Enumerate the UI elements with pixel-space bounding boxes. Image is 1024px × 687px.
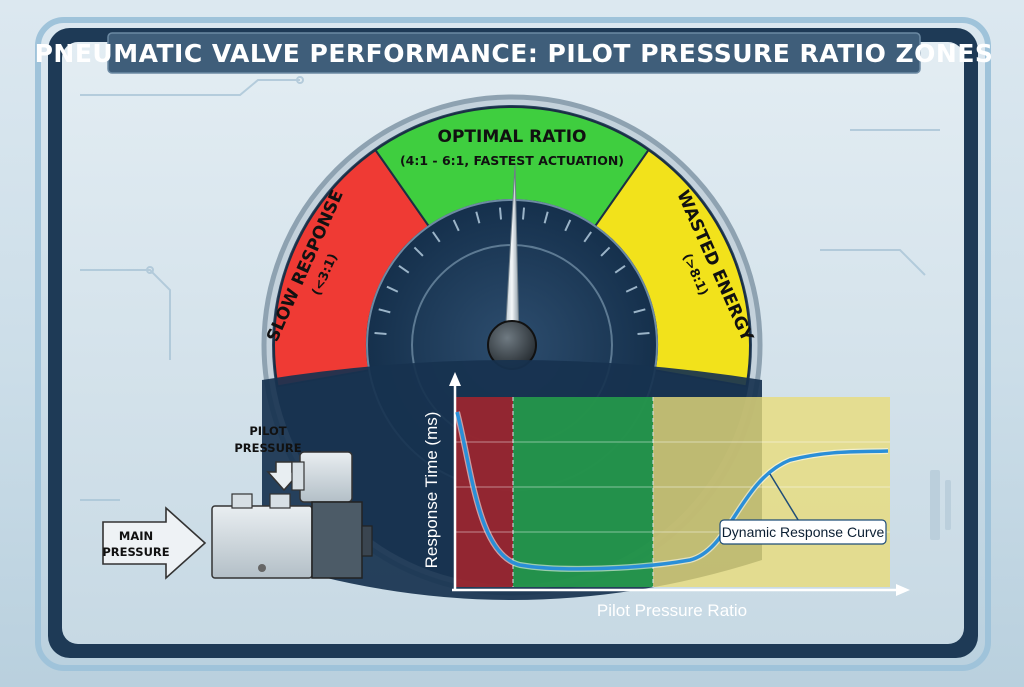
curve-callout-line xyxy=(769,473,801,524)
main-pressure-label-line1: MAIN xyxy=(119,529,153,543)
curve-callout-label: Dynamic Response Curve xyxy=(722,524,885,540)
outer-frame-glow xyxy=(35,17,991,671)
response-curve xyxy=(455,411,889,571)
main-pressure-arrow xyxy=(102,506,207,580)
page-title: PNEUMATIC VALVE PERFORMANCE: PILOT PRESS… xyxy=(35,39,994,68)
zone-optimal-title: OPTIMAL RATIO xyxy=(438,127,587,147)
valve-solenoid-connector xyxy=(291,461,305,491)
chart-x-axis-arrow xyxy=(896,584,910,596)
title-bar xyxy=(107,32,921,74)
valve-port-1 xyxy=(231,493,253,509)
zone-optimal-subtitle: (4:1 - 6:1, FASTEST ACTUATION) xyxy=(400,153,624,168)
valve-solenoid-coil xyxy=(299,451,353,503)
circuit-decoration xyxy=(80,76,940,501)
gauge-ticks xyxy=(374,207,650,336)
chart-zone-optimal-band xyxy=(513,397,653,587)
chart-y-axis-label: Response Time (ms) xyxy=(422,412,441,569)
main-pressure-label-line2: PRESSURE xyxy=(102,545,169,559)
side-decoration xyxy=(930,470,951,540)
valve-actuator xyxy=(311,501,363,579)
valve-screw xyxy=(258,564,266,572)
response-chart: Response Time (ms) Pilot Pressure Ratio … xyxy=(422,372,910,620)
pilot-pressure-label-line2: PRESSURE xyxy=(234,441,301,455)
valve-port-2 xyxy=(269,493,291,509)
chart-x-axis-label: Pilot Pressure Ratio xyxy=(597,601,747,620)
valve-actuator-cap xyxy=(361,525,373,557)
chart-y-axis-arrow xyxy=(449,372,461,386)
pilot-pressure-label-line1: PILOT xyxy=(249,424,286,438)
curve-callout-box xyxy=(719,519,887,545)
chart-zone-wasted-band xyxy=(653,397,890,587)
valve-illustration: PILOT PRESSURE MAIN PRESSURE xyxy=(102,424,373,580)
